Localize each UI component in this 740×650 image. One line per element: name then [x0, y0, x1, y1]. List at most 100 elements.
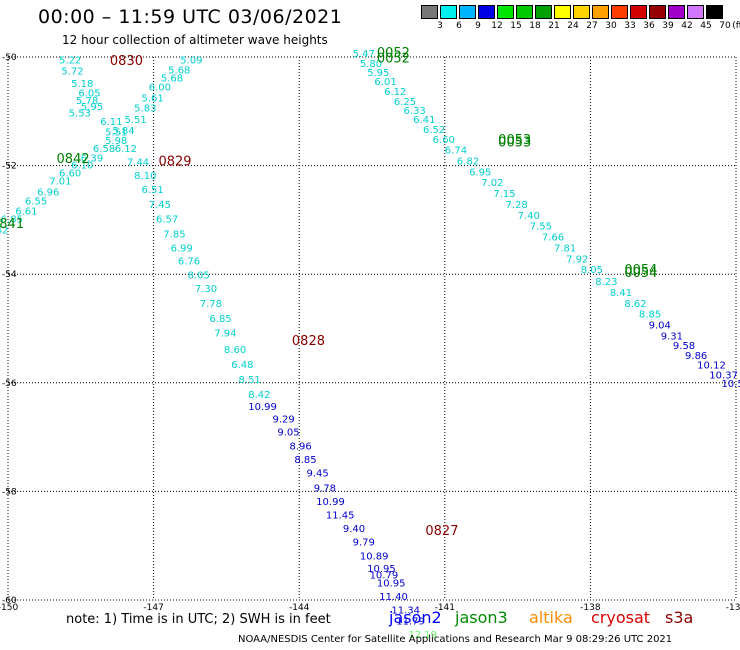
x-tick-label: -147: [143, 603, 163, 613]
wave-height-value: 6.51: [141, 185, 163, 196]
legend-label: 21: [548, 21, 560, 31]
wave-height-value: 5.98: [105, 136, 127, 147]
x-tick-label: -141: [435, 603, 455, 613]
wave-height-value: 10.37: [709, 370, 738, 381]
wave-height-value: 5.95: [367, 68, 389, 79]
wave-height-value: 7.40: [518, 211, 540, 222]
pass-time-label: 0052: [377, 46, 410, 61]
wave-height-value: 8.85: [639, 310, 661, 321]
wave-height-value: 10.95: [377, 578, 406, 589]
legend-swatch: [706, 5, 723, 19]
wave-height-value: 5.68: [161, 73, 183, 84]
wave-height-value: 8.60: [224, 345, 246, 356]
legend-swatch: [573, 5, 590, 19]
wave-height-value: 11.40: [379, 592, 408, 603]
wave-height-value: 9.58: [673, 341, 695, 352]
legend-label: 15: [510, 21, 522, 31]
wave-height-value: 6.58: [93, 144, 115, 155]
wave-height-value: 6.82: [457, 157, 479, 168]
wave-height-value: 8.05: [581, 265, 603, 276]
y-tick-label: -58: [2, 487, 17, 497]
wave-height-value: 9.79: [353, 538, 375, 549]
wave-height-value: 7.81: [554, 243, 576, 254]
chart-subtitle: 12 hour collection of altimeter wave hei…: [62, 33, 328, 47]
legend-label: 6: [456, 21, 462, 31]
pass-time-label: 0054: [624, 266, 657, 281]
legend-swatch: [649, 5, 666, 19]
satellite-label-jason2: jason2: [389, 608, 442, 627]
wave-height-value: 6.74: [445, 146, 467, 157]
wave-height-value: 7.85: [163, 229, 185, 240]
wave-height-value: 7.66: [542, 233, 564, 244]
wave-height-value: 8.41: [610, 288, 632, 299]
wave-height-value: 8.05: [188, 271, 210, 282]
wave-height-value: 5.80: [360, 59, 382, 70]
wave-height-value: 7.30: [195, 284, 217, 295]
legend-label: 42: [681, 21, 693, 31]
wave-height-value: 8.10: [134, 171, 156, 182]
wave-height-value: 7.28: [505, 200, 527, 211]
wave-height-value: 6.76: [178, 256, 200, 267]
wave-height-value: 6.60: [59, 168, 81, 179]
legend-swatch: [687, 5, 704, 19]
wave-height-value: 5.83: [134, 103, 156, 114]
wave-height-value: 5.84: [112, 126, 134, 137]
y-tick-label: -60: [2, 596, 17, 606]
wave-height-value: 11.34: [391, 606, 420, 617]
wave-height-value: 10.89: [360, 551, 389, 562]
wave-height-value: 6.42: [0, 225, 8, 236]
wave-height-value: 6.12: [384, 87, 406, 98]
x-tick-label: -150: [0, 603, 18, 613]
legend-label: 33: [624, 21, 636, 31]
legend-label: 45: [700, 21, 712, 31]
wave-height-value: 6.85: [209, 314, 231, 325]
wave-height-value: 6.10: [71, 160, 93, 171]
wave-height-value: 10.95: [367, 564, 396, 575]
wave-height-value: 7.55: [530, 222, 552, 233]
wave-height-value: 6.48: [231, 360, 253, 371]
note-text: note: 1) Time is in UTC; 2) SWH is in fe…: [66, 612, 331, 627]
wave-height-value: 10.99: [316, 497, 345, 508]
legend-label: 39: [662, 21, 674, 31]
wave-height-value: 5.72: [61, 66, 83, 77]
wave-height-value: 7.92: [566, 254, 588, 265]
wave-height-value: 5.22: [59, 56, 81, 67]
satellite-label-cryosat: cryosat: [591, 608, 651, 627]
wave-height-value: 9.05: [277, 427, 299, 438]
legend-swatch: [668, 5, 685, 19]
footer-credit: NOAA/NESDIS Center for Satellite Applica…: [238, 634, 673, 645]
pass-time-label: 0828: [292, 334, 325, 349]
wave-height-value: 6.57: [156, 215, 178, 226]
pass-time-label: 0053: [498, 133, 531, 148]
wave-height-value: 10.99: [248, 402, 277, 413]
wave-height-value: 8.85: [294, 455, 316, 466]
wave-height-value: 8.42: [248, 390, 270, 401]
wave-height-value: 6.39: [81, 153, 103, 164]
wave-height-value: 7.45: [149, 200, 171, 211]
y-tick-label: -56: [2, 379, 17, 389]
satellite-label-jason3: jason3: [455, 608, 508, 627]
wave-height-value: 7.78: [200, 299, 222, 310]
wave-height-value: 10.12: [697, 361, 726, 372]
wave-height-value: 9.86: [685, 351, 707, 362]
wave-height-value: 5.95: [81, 102, 103, 113]
legend-swatch: [478, 5, 495, 19]
legend-swatch: [421, 5, 438, 19]
y-tick-label: -50: [2, 53, 17, 63]
wave-height-value: 5.68: [168, 65, 190, 76]
legend-unit: (ft): [732, 21, 740, 31]
wave-height-value: 5.51: [124, 115, 146, 126]
legend-label: 18: [529, 21, 541, 31]
wave-height-value: 6.95: [469, 167, 491, 178]
wave-height-value: 7.15: [493, 189, 515, 200]
pass-time-label: 0830: [110, 54, 143, 69]
wave-height-value: 9.45: [306, 469, 328, 480]
pass-time-label: 0842: [57, 152, 90, 167]
legend-swatch: [535, 5, 552, 19]
wave-height-value: 5.53: [69, 109, 91, 120]
x-tick-label: -138: [580, 603, 601, 613]
pass-time-label: 0829: [158, 155, 191, 170]
wave-height-value: 6.99: [171, 243, 193, 254]
wave-height-value: 6.85: [1, 215, 23, 226]
y-tick-label: -54: [2, 270, 17, 280]
